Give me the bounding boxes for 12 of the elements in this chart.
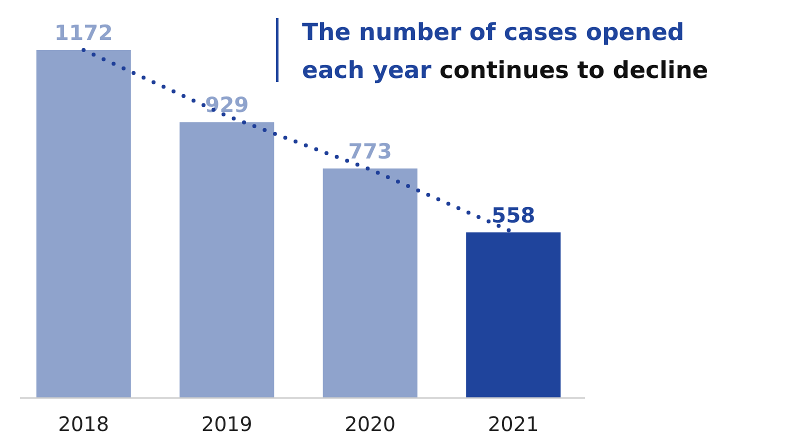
x-tick-label: 2020	[344, 412, 396, 436]
chart-title: The number of cases opened each year continues to decline	[302, 18, 708, 84]
bar	[322, 168, 418, 398]
bar	[180, 122, 274, 398]
x-tick-label: 2018	[58, 412, 110, 436]
x-tick-label: 2019	[201, 412, 252, 436]
data-label: 1172	[54, 21, 113, 45]
data-label: 558	[491, 203, 536, 228]
x-tick-label: 2021	[488, 412, 539, 436]
data-label: 773	[348, 139, 392, 164]
data-label: 929	[204, 93, 249, 118]
bar	[36, 50, 131, 398]
